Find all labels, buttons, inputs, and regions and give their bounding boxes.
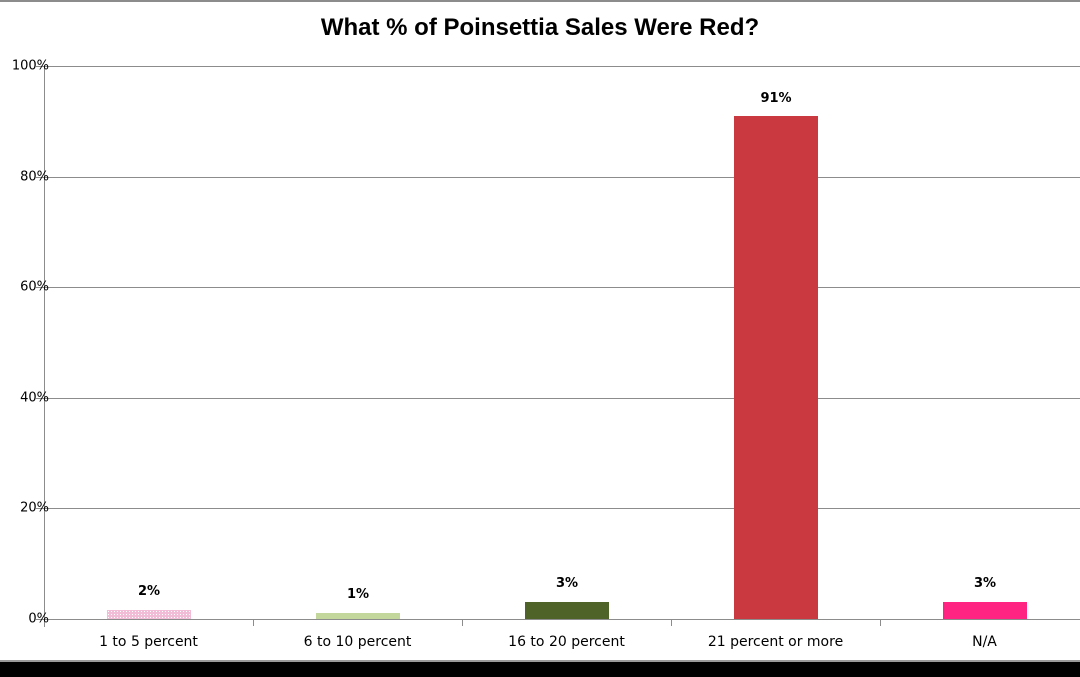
- bar-value-label: 91%: [760, 91, 792, 106]
- gridline-60: [36, 287, 1080, 289]
- bar-value-label: 2%: [137, 584, 161, 599]
- bar-n-a: [943, 602, 1027, 619]
- gridline-20: [36, 508, 1080, 510]
- gridline-80: [36, 176, 1080, 178]
- y-tick-label: 80%: [20, 169, 49, 185]
- bar-16-to-20-percent: [525, 602, 609, 619]
- x-category-label: 16 to 20 percent: [508, 634, 625, 650]
- gridline-40: [36, 397, 1080, 399]
- gridline-100: [36, 66, 1080, 67]
- x-tick: [880, 619, 881, 626]
- x-axis-line: [36, 619, 1080, 620]
- x-tick: [671, 619, 672, 626]
- bottom-black-band: [0, 660, 1080, 677]
- y-tick-label: 20%: [20, 500, 49, 516]
- y-tick-label: 0%: [28, 611, 49, 627]
- x-category-label: 21 percent or more: [707, 634, 844, 650]
- bar-21-percent-or-more: [734, 116, 818, 619]
- x-category-label: 1 to 5 percent: [99, 634, 198, 650]
- bar-value-label: 3%: [555, 576, 579, 591]
- bar-value-label: 1%: [346, 587, 370, 602]
- plot-area: 100% 80% 60% 40% 20% 0% 2% 1% 3% 91% 3% …: [12, 59, 1080, 650]
- chart-top-border: [0, 0, 1080, 2]
- y-axis-line: [44, 66, 45, 627]
- chart-title: What % of Poinsettia Sales Were Red?: [320, 14, 760, 41]
- y-tick-label: 60%: [20, 279, 49, 295]
- bar-6-to-10-percent: [316, 613, 400, 619]
- y-tick-label: 40%: [20, 390, 49, 406]
- y-tick-label: 100%: [11, 58, 49, 74]
- bar-1-to-5-percent: [107, 610, 191, 619]
- x-tick: [253, 619, 254, 626]
- x-category-label: N/A: [972, 634, 997, 650]
- x-category-label: 6 to 10 percent: [303, 634, 412, 650]
- x-tick: [462, 619, 463, 626]
- bar-value-label: 3%: [973, 576, 997, 591]
